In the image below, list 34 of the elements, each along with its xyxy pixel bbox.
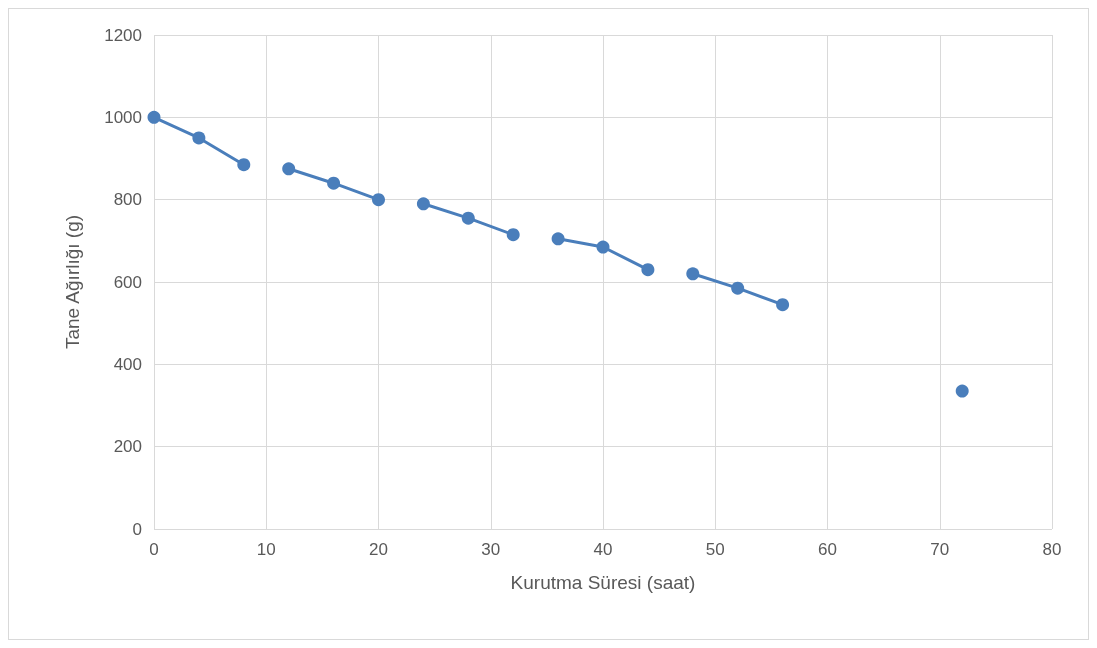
x-tick-label: 40 bbox=[593, 540, 613, 559]
x-tick-label: 80 bbox=[1042, 540, 1062, 559]
x-tick-label: 0 bbox=[149, 540, 159, 559]
point bbox=[955, 384, 969, 398]
point bbox=[282, 162, 296, 176]
point bbox=[506, 228, 520, 242]
y-tick-label: 800 bbox=[113, 190, 142, 210]
point bbox=[372, 193, 385, 207]
x-tick-label: 30 bbox=[481, 540, 501, 559]
point bbox=[551, 232, 565, 246]
x-tick-label: 60 bbox=[818, 540, 837, 559]
point bbox=[731, 281, 745, 295]
x-tick-label: 20 bbox=[369, 540, 388, 559]
y-tick-label: 1000 bbox=[104, 107, 142, 127]
y-tick-label: 200 bbox=[113, 437, 142, 457]
y-axis-title: Tane Ağırlığı (g) bbox=[62, 214, 83, 350]
x-tick-label: 10 bbox=[256, 540, 276, 559]
point bbox=[327, 176, 341, 190]
point bbox=[686, 267, 700, 281]
y-tick-label: 600 bbox=[113, 272, 142, 292]
y-tick-label: 1200 bbox=[104, 25, 142, 45]
x-tick-label: 50 bbox=[705, 540, 725, 559]
point bbox=[416, 197, 430, 211]
y-tick-label: 0 bbox=[132, 519, 142, 539]
point bbox=[461, 211, 475, 225]
point bbox=[641, 263, 655, 277]
x-axis-title: Kurutma Süresi (saat) bbox=[510, 572, 696, 593]
point bbox=[776, 298, 790, 312]
x-tick-label: 70 bbox=[930, 540, 950, 559]
point bbox=[147, 110, 161, 124]
y-tick-label: 400 bbox=[113, 354, 142, 374]
point bbox=[596, 240, 610, 254]
point bbox=[237, 158, 251, 172]
point bbox=[192, 131, 206, 145]
